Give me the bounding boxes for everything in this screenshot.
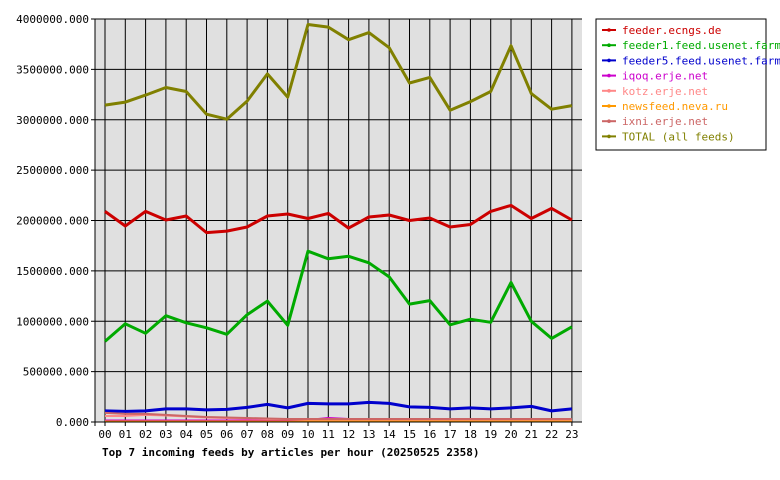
x-tick-label: 19 xyxy=(484,428,497,441)
x-tick-label: 20 xyxy=(504,428,517,441)
x-tick-label: 08 xyxy=(261,428,274,441)
legend-label: TOTAL (all feeds) xyxy=(622,130,735,143)
x-tick-label: 15 xyxy=(403,428,416,441)
x-tick-label: 00 xyxy=(98,428,111,441)
x-axis-title: Top 7 incoming feeds by articles per hou… xyxy=(102,446,480,459)
legend-marker xyxy=(607,58,611,63)
x-tick-label: 01 xyxy=(119,428,132,441)
x-tick-label: 06 xyxy=(220,428,233,441)
y-tick-label: 2500000.000 xyxy=(16,164,89,177)
legend-label: feeder1.feed.usenet.farm xyxy=(622,39,780,52)
x-tick-label: 16 xyxy=(423,428,436,441)
x-tick-label: 09 xyxy=(281,428,294,441)
series-line-7 xyxy=(104,23,573,121)
legend-marker xyxy=(607,43,611,47)
x-tick-label: 10 xyxy=(301,428,314,441)
y-tick-label: 1500000.000 xyxy=(16,265,89,278)
legend-label: feeder5.feed.usenet.farm xyxy=(622,54,780,67)
legend-marker xyxy=(607,134,611,139)
x-tick-label: 17 xyxy=(443,428,456,441)
legend-marker xyxy=(607,89,611,93)
y-tick-label: 4000000.000 xyxy=(16,13,89,26)
y-tick-label: 3000000.000 xyxy=(16,114,89,127)
legend-label: feeder.ecngs.de xyxy=(622,24,721,37)
legend-marker xyxy=(607,73,611,78)
x-tick-label: 13 xyxy=(362,428,375,441)
y-tick-label: 1000000.000 xyxy=(16,315,89,328)
x-tick-label: 21 xyxy=(525,428,538,441)
x-tick-label: 12 xyxy=(342,428,355,441)
x-tick-label: 03 xyxy=(159,428,172,441)
series-line-2 xyxy=(104,400,573,413)
legend-label: newsfeed.neva.ru xyxy=(622,100,728,113)
x-tick-label: 04 xyxy=(180,428,194,441)
legend-label: iqoq.erje.net xyxy=(622,70,708,83)
x-tick-label: 23 xyxy=(565,428,578,441)
x-tick-label: 14 xyxy=(383,428,397,441)
legend-marker xyxy=(607,28,611,32)
legend-label: ixni.erje.net xyxy=(622,115,708,128)
series-line-6 xyxy=(104,411,572,420)
x-tick-label: 22 xyxy=(545,428,558,441)
y-tick-label: 2000000.000 xyxy=(16,215,89,228)
x-tick-label: 05 xyxy=(200,428,213,441)
y-tick-label: 500000.000 xyxy=(23,366,89,379)
legend-marker xyxy=(607,119,611,123)
legend-marker xyxy=(607,104,611,108)
legend-label: kotz.erje.net xyxy=(622,85,708,98)
x-tick-label: 11 xyxy=(322,428,335,441)
series-line-1 xyxy=(104,249,573,343)
x-tick-label: 07 xyxy=(240,428,253,441)
legend xyxy=(595,18,767,151)
x-tick-label: 02 xyxy=(139,428,152,441)
y-tick-label: 3500000.000 xyxy=(16,63,89,76)
series-line-0 xyxy=(104,203,573,235)
y-tick-label: 0.000 xyxy=(56,416,89,429)
x-tick-label: 18 xyxy=(464,428,477,441)
